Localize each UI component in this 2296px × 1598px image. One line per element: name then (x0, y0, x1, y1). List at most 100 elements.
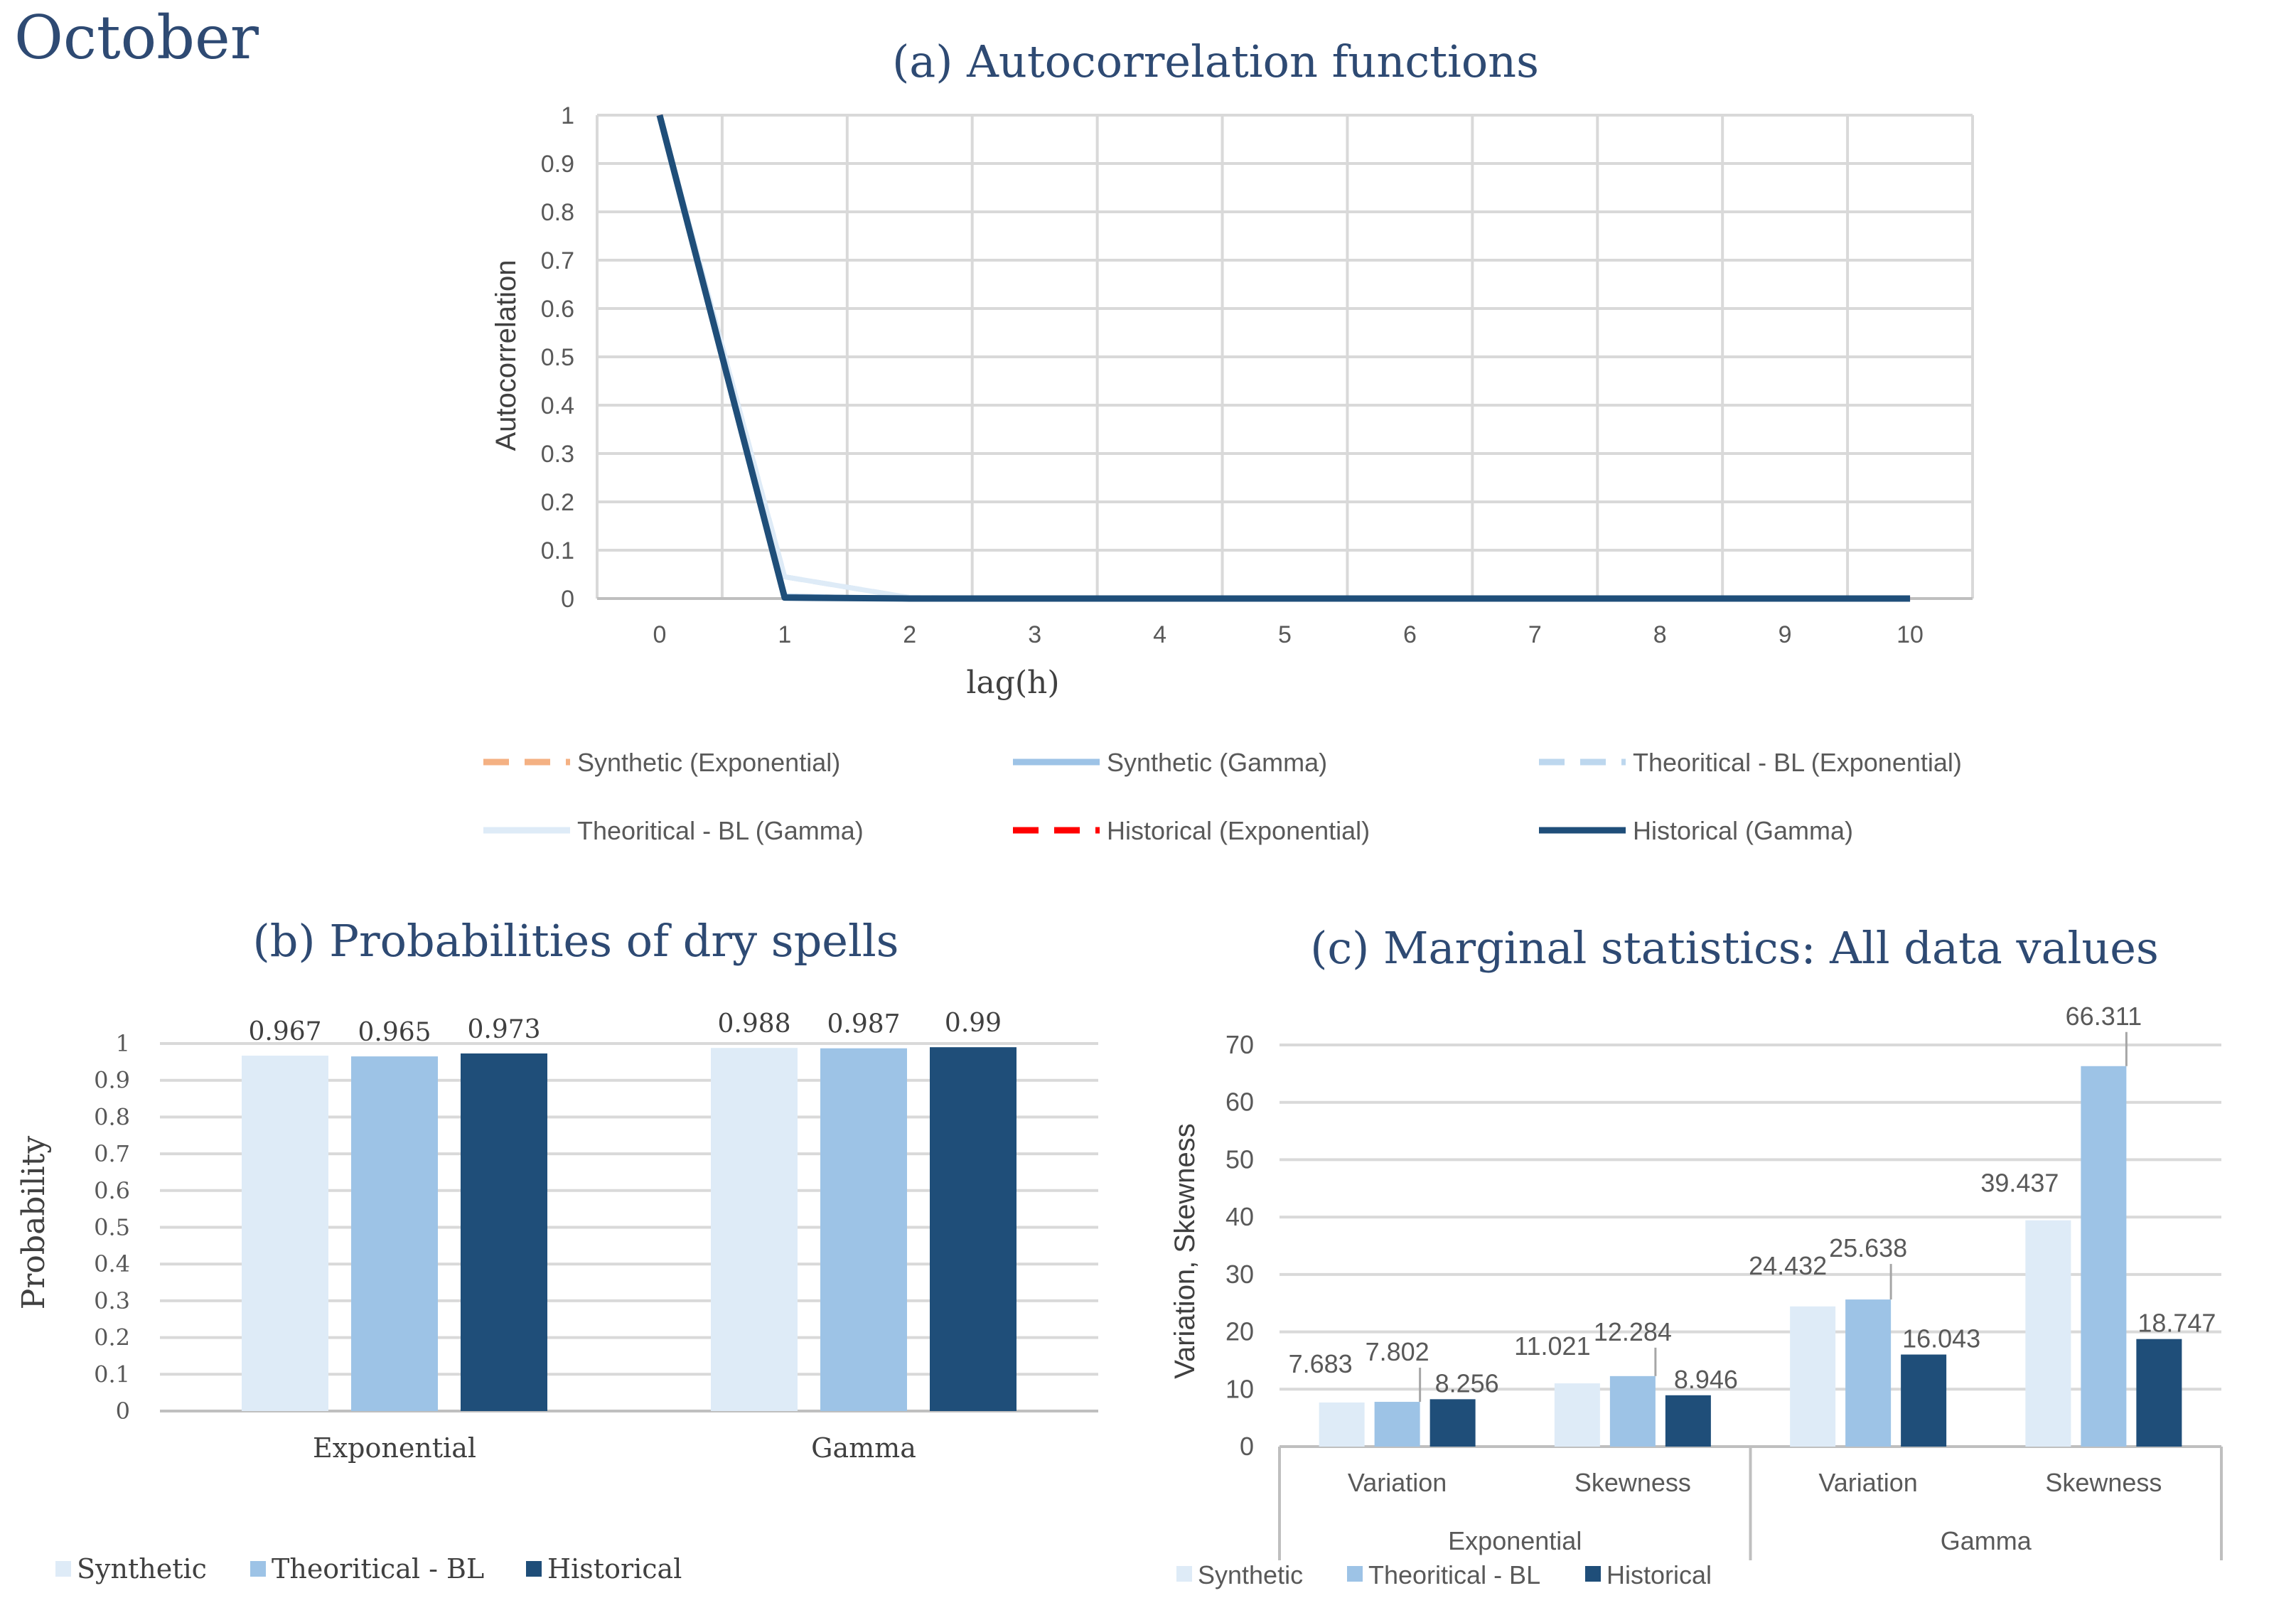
data-label: 0.965 (358, 1018, 431, 1047)
group-label: Exponential (1448, 1526, 1582, 1555)
chart-b-title: (b) Probabilities of dry spells (253, 915, 899, 967)
y-tick-label: 0.4 (541, 392, 574, 419)
bar (242, 1056, 328, 1411)
x-tick-label: 8 (1653, 621, 1667, 648)
x-tick-label: 2 (903, 621, 916, 648)
y-tick-label: 0.2 (541, 489, 574, 516)
x-tick-label: 9 (1779, 621, 1792, 648)
legend-label: Synthetic (77, 1553, 207, 1584)
bar (2025, 1220, 2071, 1447)
x-tick-label: 7 (1528, 621, 1542, 648)
category-label: Exponential (313, 1432, 476, 1464)
legend-label: Historical (1606, 1560, 1712, 1589)
data-label: 0.967 (248, 1017, 321, 1046)
data-label: 7.802 (1366, 1337, 1429, 1366)
data-label: 24.432 (1749, 1251, 1827, 1280)
y-axis-label: Autocorrelation (490, 259, 522, 451)
chart-a-title: (a) Autocorrelation functions (892, 36, 1539, 87)
y-tick-label: 50 (1225, 1144, 1254, 1174)
y-tick-label: 1 (561, 102, 574, 129)
bar (1554, 1383, 1600, 1447)
bar (1845, 1299, 1892, 1447)
y-tick-label: 30 (1225, 1260, 1254, 1289)
data-label: 0.988 (717, 1009, 790, 1039)
legend-label: Synthetic (1198, 1560, 1303, 1589)
y-tick-label: 0.4 (94, 1250, 130, 1277)
bar (1901, 1354, 1947, 1447)
data-label: 25.638 (1829, 1233, 1907, 1262)
legend-label: Historical (Gamma) (1633, 816, 1853, 845)
legend-label: Theoritical - BL (Gamma) (577, 816, 864, 845)
bar (1609, 1376, 1656, 1447)
data-label: 7.683 (1289, 1349, 1353, 1378)
y-tick-label: 0.9 (94, 1067, 130, 1094)
y-axis-label: Variation, Skewness (1169, 1123, 1201, 1378)
y-tick-label: 0 (1240, 1432, 1254, 1461)
autocorrelation-chart: (a) Autocorrelation functions 0 0.1 0.2 0.3 0… (483, 36, 1974, 845)
y-tick-label: 0.6 (94, 1177, 130, 1204)
legend-label: Theoritical - BL (Exponential) (1633, 748, 1962, 777)
dry-spells-chart: (b) Probabilities of dry spells 0 0.1 0.2 0.… (16, 915, 1098, 1584)
bar (930, 1047, 1016, 1411)
chart-c-title: (c) Marginal statistics: All data values (1310, 922, 2159, 974)
x-tick-label: 4 (1153, 621, 1166, 648)
y-tick-label: 0.2 (94, 1324, 130, 1351)
data-label: 18.747 (2137, 1309, 2216, 1338)
data-label: 8.946 (1674, 1365, 1738, 1394)
data-label: 66.311 (2066, 1002, 2142, 1031)
bar (351, 1056, 438, 1411)
x-tick-label: 5 (1278, 621, 1292, 648)
y-tick-label: 0.7 (541, 247, 574, 274)
y-tick-label: 0.1 (94, 1361, 130, 1388)
y-tick-label: 60 (1225, 1088, 1254, 1117)
data-label: 8.256 (1435, 1368, 1499, 1398)
legend-label: Theoritical - BL (1368, 1560, 1540, 1589)
marginal-statistics-chart: (c) Marginal statistics: All data values… (1169, 922, 2223, 1589)
y-tick-label: 40 (1225, 1202, 1254, 1231)
x-tick-label: 10 (1897, 621, 1924, 648)
legend-label: Historical (Exponential) (1107, 816, 1370, 845)
y-tick-label: 0.7 (94, 1140, 130, 1167)
data-label: 0.99 (945, 1009, 1002, 1038)
y-tick-label: 0.3 (541, 441, 574, 468)
category-label: Skewness (1575, 1468, 1691, 1497)
y-tick-label: 0.6 (541, 296, 574, 323)
x-tick-label: 3 (1028, 621, 1041, 648)
bar (1790, 1306, 1836, 1447)
bar (461, 1053, 547, 1411)
bar (1374, 1402, 1420, 1447)
legend-swatch (250, 1561, 266, 1577)
y-tick-label: 0.5 (541, 344, 574, 371)
y-tick-label: 1 (116, 1030, 130, 1057)
legend-swatch (526, 1561, 542, 1577)
x-tick-label: 0 (653, 621, 666, 648)
bar (711, 1048, 798, 1411)
bar (820, 1048, 907, 1411)
bar (2081, 1066, 2127, 1447)
legend-swatch (1176, 1566, 1192, 1582)
category-label: Variation (1818, 1468, 1917, 1497)
data-label: 11.021 (1514, 1331, 1590, 1361)
y-tick-label: 0.3 (94, 1287, 130, 1314)
data-label: 16.043 (1902, 1324, 1980, 1353)
data-label: 0.973 (467, 1015, 540, 1044)
legend-label: Synthetic (Exponential) (577, 748, 840, 777)
y-tick-label: 0.8 (541, 199, 574, 226)
category-label: Variation (1348, 1468, 1447, 1497)
y-tick-label: 0 (561, 586, 574, 613)
data-label: 0.987 (827, 1010, 900, 1039)
bar (1429, 1399, 1476, 1447)
y-tick-label: 0 (116, 1398, 130, 1425)
y-tick-label: 10 (1225, 1374, 1254, 1403)
x-axis-label: lag(h) (966, 665, 1059, 701)
legend-label: Synthetic (Gamma) (1107, 748, 1327, 777)
y-tick-label: 0.5 (94, 1214, 130, 1241)
category-label: Skewness (2045, 1468, 2162, 1497)
series-line (656, 114, 1911, 602)
y-tick-label: 70 (1225, 1030, 1254, 1059)
y-tick-label: 20 (1225, 1317, 1254, 1346)
legend-label: Historical (547, 1553, 682, 1584)
y-tick-label: 0.9 (541, 151, 574, 178)
bar (2136, 1339, 2182, 1447)
data-label: 39.437 (1980, 1169, 2059, 1198)
